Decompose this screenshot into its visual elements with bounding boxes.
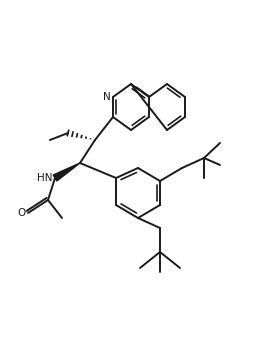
- Text: HN: HN: [37, 173, 52, 183]
- Text: O: O: [18, 208, 26, 218]
- Text: N: N: [103, 92, 111, 102]
- Polygon shape: [53, 163, 80, 181]
